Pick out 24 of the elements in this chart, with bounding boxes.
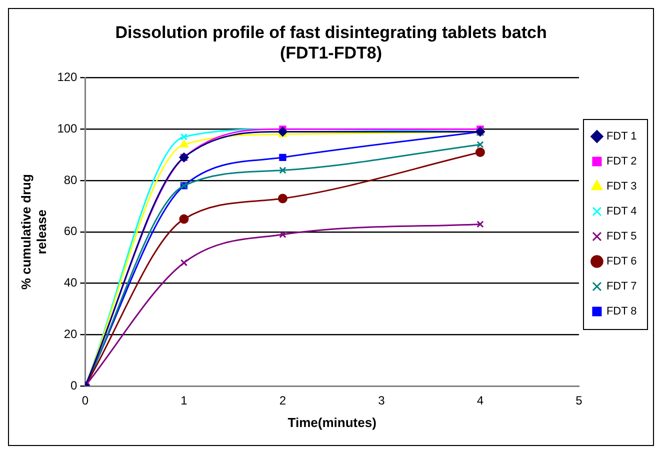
legend-label: FDT 3	[606, 180, 637, 193]
legend-label: FDT 7	[606, 280, 637, 293]
x-axis-title: Time(minutes)	[288, 414, 376, 430]
x-tick-label: 3	[378, 394, 386, 408]
y-axis-title: % cumulative drug release	[18, 174, 49, 290]
y-tick-label: 80	[64, 172, 78, 187]
x-tick-label: 2	[279, 394, 286, 408]
legend-label: FDT 4	[606, 206, 637, 218]
x-tick-label: 5	[576, 394, 583, 408]
legend-label: FDT 2	[606, 156, 637, 168]
x-tick-label: 1	[180, 394, 188, 408]
y-tick-label: 20	[64, 326, 78, 341]
y-tick-label: 120	[57, 70, 78, 84]
y-tick-label: 100	[57, 121, 78, 136]
legend-label: FDT 6	[606, 256, 637, 268]
y-tick-label: 60	[64, 224, 78, 238]
x-tick-label: 4	[476, 394, 484, 408]
legend-label: FDT 1	[606, 130, 637, 143]
chart-title: Dissolution profile of fast disintegrating tablets batch (FDT1-FDT8)	[115, 22, 547, 62]
y-tick-label: 0	[70, 378, 78, 392]
y-tick-label: 40	[64, 276, 78, 290]
x-tick-label: 0	[82, 394, 89, 408]
legend-label: FDT 5	[606, 230, 637, 243]
legend-label: FDT 8	[606, 306, 637, 318]
